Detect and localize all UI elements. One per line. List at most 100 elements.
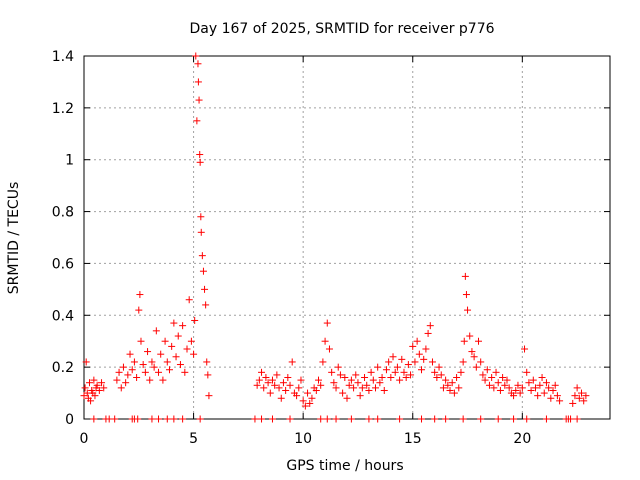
data-point	[275, 384, 283, 392]
data-point	[448, 379, 456, 387]
x-tick-label: 20	[513, 431, 531, 447]
data-point	[460, 337, 468, 345]
data-point	[323, 415, 331, 423]
data-point	[428, 358, 436, 366]
data-point	[580, 397, 588, 405]
data-point	[464, 306, 472, 314]
data-point	[90, 376, 98, 384]
data-point	[191, 316, 199, 324]
data-point	[501, 381, 509, 389]
data-point	[133, 374, 141, 382]
data-point	[195, 96, 203, 104]
data-point	[251, 415, 259, 423]
data-point	[148, 358, 156, 366]
data-point	[157, 350, 165, 358]
data-point	[420, 355, 428, 363]
data-point	[328, 368, 336, 376]
axis-ticks: 0 0.2 0.4 0.6 0.8 1 1.2 1.4 0 5 10 15 20	[52, 49, 610, 447]
data-point	[268, 415, 276, 423]
data-point	[531, 384, 539, 392]
plot-frame	[83, 55, 611, 420]
data-point	[325, 345, 333, 353]
data-point	[128, 366, 136, 374]
data-point	[382, 366, 390, 374]
data-point	[442, 415, 450, 423]
data-point	[407, 371, 415, 379]
data-point	[304, 389, 312, 397]
data-point	[385, 358, 393, 366]
data-point	[198, 252, 206, 260]
data-point	[297, 376, 305, 384]
data-point	[100, 384, 108, 392]
data-point	[253, 381, 261, 389]
data-point	[540, 389, 548, 397]
x-tick-label: 10	[294, 431, 312, 447]
data-point	[317, 415, 325, 423]
data-points	[80, 52, 590, 423]
data-point	[299, 397, 307, 405]
data-point	[255, 376, 263, 384]
data-point	[492, 368, 500, 376]
data-point	[551, 381, 559, 389]
data-point	[341, 374, 349, 382]
data-point	[542, 415, 550, 423]
data-point	[461, 272, 469, 280]
data-point	[312, 386, 320, 394]
data-point	[90, 415, 98, 423]
data-point	[185, 296, 193, 304]
data-point	[288, 358, 296, 366]
data-point	[415, 350, 423, 358]
data-point	[488, 374, 496, 382]
data-point	[264, 379, 272, 387]
data-point	[93, 381, 101, 389]
data-point	[422, 345, 430, 353]
data-point	[453, 374, 461, 382]
data-point	[525, 379, 533, 387]
data-point	[144, 348, 152, 356]
data-point	[499, 374, 507, 382]
data-point	[505, 384, 513, 392]
data-point	[130, 358, 138, 366]
data-point	[503, 376, 511, 384]
data-point	[538, 374, 546, 382]
data-point	[433, 374, 441, 382]
x-axis-label: GPS time / hours	[286, 458, 403, 474]
data-point	[510, 392, 518, 400]
y-tick-label: 0.6	[52, 256, 74, 272]
data-point	[150, 363, 158, 371]
data-point	[203, 358, 211, 366]
data-point	[343, 394, 351, 402]
data-point	[199, 267, 207, 275]
data-point	[569, 399, 577, 407]
data-point	[98, 379, 106, 387]
data-point	[466, 332, 474, 340]
data-point	[402, 374, 410, 382]
y-tick-label: 0.8	[52, 205, 74, 221]
data-point	[179, 322, 187, 330]
data-point	[306, 399, 314, 407]
data-point	[95, 386, 103, 394]
data-point	[387, 374, 395, 382]
data-point	[545, 384, 553, 392]
data-point	[137, 337, 145, 345]
data-point	[477, 415, 485, 423]
data-point	[194, 78, 202, 86]
y-tick-label: 1.2	[52, 101, 74, 117]
data-point	[136, 291, 144, 299]
data-point	[295, 384, 303, 392]
data-point	[155, 415, 163, 423]
data-point	[139, 361, 147, 369]
data-point	[273, 371, 281, 379]
data-point	[483, 366, 491, 374]
data-point	[356, 392, 364, 400]
data-point	[87, 397, 95, 405]
data-point	[161, 337, 169, 345]
y-tick-label: 0.2	[52, 360, 74, 376]
data-point	[354, 379, 362, 387]
data-point	[472, 363, 480, 371]
data-point	[393, 363, 401, 371]
data-point	[135, 306, 143, 314]
data-point	[286, 381, 294, 389]
data-point	[91, 392, 99, 400]
